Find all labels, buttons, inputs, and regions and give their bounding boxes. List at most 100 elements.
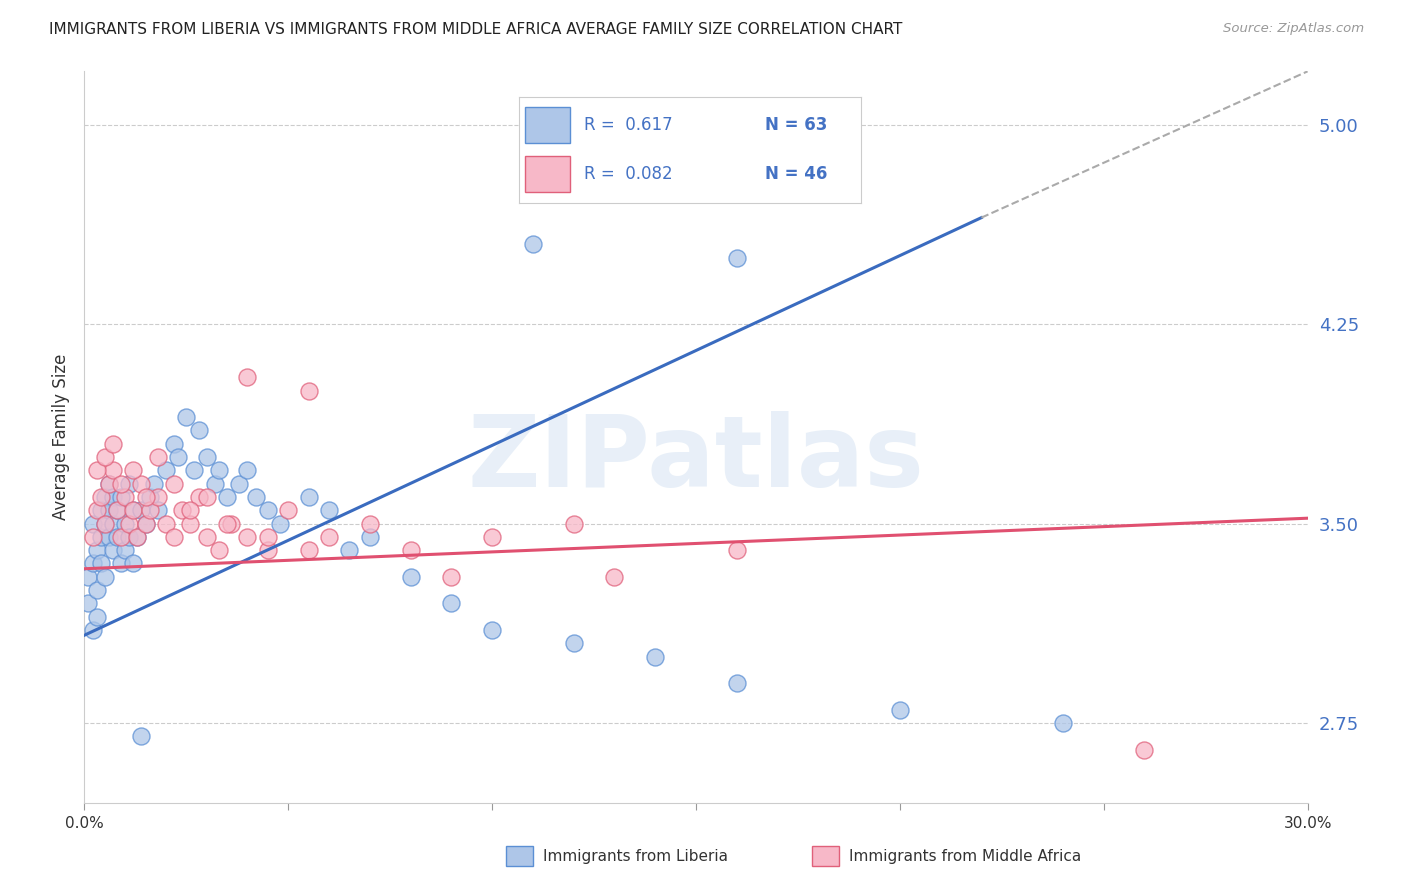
Point	[277, 503, 299, 517]
Point	[298, 490, 321, 504]
Text: ZIPatlas: ZIPatlas	[468, 410, 924, 508]
Point	[90, 503, 112, 517]
Point	[114, 490, 136, 504]
Point	[77, 570, 100, 584]
Point	[155, 463, 177, 477]
Point	[440, 596, 463, 610]
Point	[155, 516, 177, 531]
Point	[167, 450, 190, 464]
Point	[236, 370, 259, 384]
Point	[399, 543, 422, 558]
Point	[110, 476, 132, 491]
Point	[93, 490, 115, 504]
Text: 0.0%: 0.0%	[65, 816, 104, 831]
Point	[135, 490, 157, 504]
Point	[146, 450, 169, 464]
Point	[359, 530, 381, 544]
Point	[195, 490, 218, 504]
Point	[122, 503, 145, 517]
Point	[359, 516, 381, 531]
Point	[725, 676, 748, 690]
Point	[257, 543, 280, 558]
Point	[105, 503, 128, 517]
Point	[101, 490, 124, 504]
Point	[195, 530, 218, 544]
Text: Source: ZipAtlas.com: Source: ZipAtlas.com	[1223, 22, 1364, 36]
Point	[522, 237, 544, 252]
Point	[725, 543, 748, 558]
Point	[93, 450, 115, 464]
Point	[118, 476, 141, 491]
Y-axis label: Average Family Size: Average Family Size	[52, 354, 70, 520]
Point	[399, 570, 422, 584]
Point	[163, 530, 186, 544]
Point	[725, 251, 748, 265]
Point	[318, 530, 340, 544]
Point	[163, 436, 186, 450]
Point	[339, 543, 361, 558]
Point	[562, 636, 585, 650]
Point	[97, 530, 120, 544]
Text: Immigrants from Middle Africa: Immigrants from Middle Africa	[849, 848, 1081, 863]
Point	[204, 476, 226, 491]
Point	[298, 543, 321, 558]
Point	[440, 570, 463, 584]
Point	[1133, 742, 1156, 756]
Point	[1052, 716, 1074, 731]
Point	[82, 516, 104, 531]
Point	[318, 503, 340, 517]
Point	[93, 570, 115, 584]
Point	[298, 384, 321, 398]
Point	[86, 463, 108, 477]
Point	[122, 503, 145, 517]
Point	[603, 570, 626, 584]
Point	[122, 557, 145, 571]
Point	[174, 410, 197, 425]
Point	[90, 530, 112, 544]
Point	[269, 516, 291, 531]
Point	[187, 424, 209, 438]
Point	[163, 476, 186, 491]
Point	[86, 582, 108, 597]
Point	[122, 463, 145, 477]
Point	[82, 530, 104, 544]
Point	[127, 530, 149, 544]
Point	[110, 557, 132, 571]
Point	[481, 623, 503, 637]
Point	[208, 543, 231, 558]
Point	[90, 490, 112, 504]
Point	[114, 516, 136, 531]
Point	[228, 476, 250, 491]
FancyBboxPatch shape	[813, 846, 839, 866]
Point	[97, 476, 120, 491]
FancyBboxPatch shape	[506, 846, 533, 866]
Point	[101, 436, 124, 450]
Text: Immigrants from Liberia: Immigrants from Liberia	[543, 848, 728, 863]
Point	[172, 503, 194, 517]
Point	[77, 596, 100, 610]
Point	[146, 503, 169, 517]
Point	[82, 557, 104, 571]
Point	[179, 503, 201, 517]
Point	[138, 490, 160, 504]
Point	[93, 516, 115, 531]
Point	[101, 463, 124, 477]
Point	[245, 490, 267, 504]
Point	[131, 476, 153, 491]
Point	[187, 490, 209, 504]
Point	[195, 450, 218, 464]
Point	[217, 490, 239, 504]
Point	[97, 476, 120, 491]
Point	[142, 476, 165, 491]
Point	[138, 503, 160, 517]
Point	[208, 463, 231, 477]
Point	[90, 557, 112, 571]
Point	[889, 703, 911, 717]
Point	[217, 516, 239, 531]
Point	[82, 623, 104, 637]
Point	[219, 516, 242, 531]
Point	[562, 516, 585, 531]
Point	[101, 516, 124, 531]
Point	[183, 463, 205, 477]
Point	[644, 649, 666, 664]
